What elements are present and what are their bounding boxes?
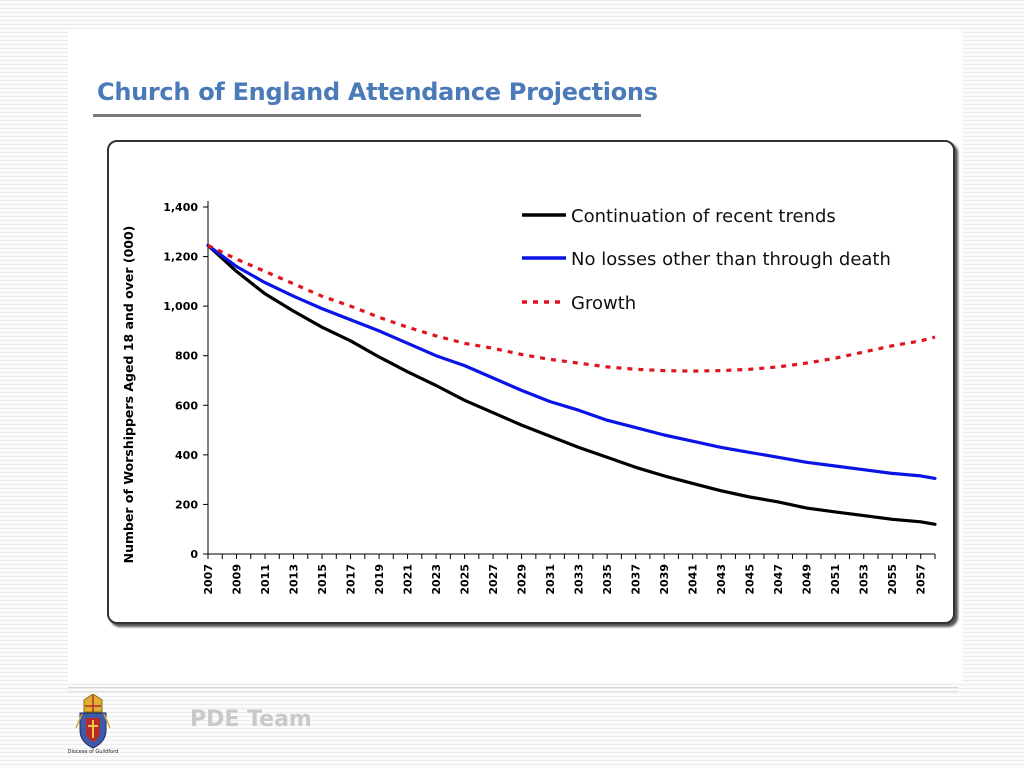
x-tick-label: 2051	[829, 564, 842, 595]
y-tick-label: 400	[175, 449, 198, 462]
x-tick-label: 2039	[658, 564, 671, 595]
x-tick-label: 2049	[801, 564, 814, 595]
x-tick-label: 2041	[687, 564, 700, 595]
x-tick-label: 2057	[915, 564, 928, 595]
legend-label: No losses other than through death	[571, 249, 891, 270]
y-tick-label: 1,400	[163, 201, 198, 214]
line-chart: 0 200 400 600 800 1,000 1,200 1,400 2007 2009 2011…	[121, 201, 937, 595]
footer-divider	[68, 687, 958, 688]
x-tick-label: 2023	[430, 564, 443, 595]
y-tick-label: 600	[175, 399, 198, 412]
x-tick-label: 2013	[288, 564, 301, 595]
x-tick-label: 2047	[772, 564, 785, 595]
x-tick-label: 2031	[544, 564, 557, 595]
x-tick-label: 2009	[231, 564, 244, 595]
x-tick-label: 2043	[715, 564, 728, 595]
x-tick-label: 2037	[630, 564, 643, 595]
series-line-1	[206, 243, 937, 480]
footer-team-label: PDE Team	[190, 707, 312, 732]
x-tick-label: 2045	[744, 564, 757, 595]
slide-title: Church of England Attendance Projections	[97, 78, 658, 106]
y-tick-label: 800	[175, 350, 198, 363]
footer-divider-secondary	[68, 691, 958, 692]
y-tick-label: 1,000	[163, 300, 198, 313]
x-tick-label: 2021	[402, 564, 415, 595]
x-tick-label: 2027	[487, 564, 500, 595]
x-tick-label: 2007	[202, 564, 215, 595]
x-tick-label: 2033	[573, 564, 586, 595]
x-tick-label: 2035	[601, 564, 614, 595]
x-tick-label: 2017	[345, 564, 358, 595]
x-tick-label: 2025	[459, 564, 472, 595]
chart-frame: 0 200 400 600 800 1,000 1,200 1,400 2007 2009 2011…	[107, 140, 955, 624]
x-tick-label: 2029	[516, 564, 529, 595]
legend-label: Growth	[571, 293, 636, 314]
x-tick-label: 2011	[259, 564, 272, 595]
x-tick-label: 2019	[373, 564, 386, 595]
legend-label: Continuation of recent trends	[571, 206, 836, 227]
logo-caption: Diocese of Guildford	[67, 749, 119, 755]
series-line-2	[207, 243, 936, 373]
y-tick-label: 0	[190, 548, 198, 561]
title-underline	[93, 114, 641, 117]
x-tick-label: 2053	[858, 564, 871, 595]
x-tick-label: 2055	[886, 564, 899, 595]
y-tick-label: 1,200	[163, 251, 198, 264]
x-tick-label: 2015	[316, 564, 329, 595]
y-axis-label: Number of Worshippers Aged 18 and over (…	[121, 226, 136, 564]
series-line-0	[206, 243, 937, 526]
diocese-crest-icon	[64, 693, 122, 760]
y-tick-label: 200	[175, 498, 198, 511]
